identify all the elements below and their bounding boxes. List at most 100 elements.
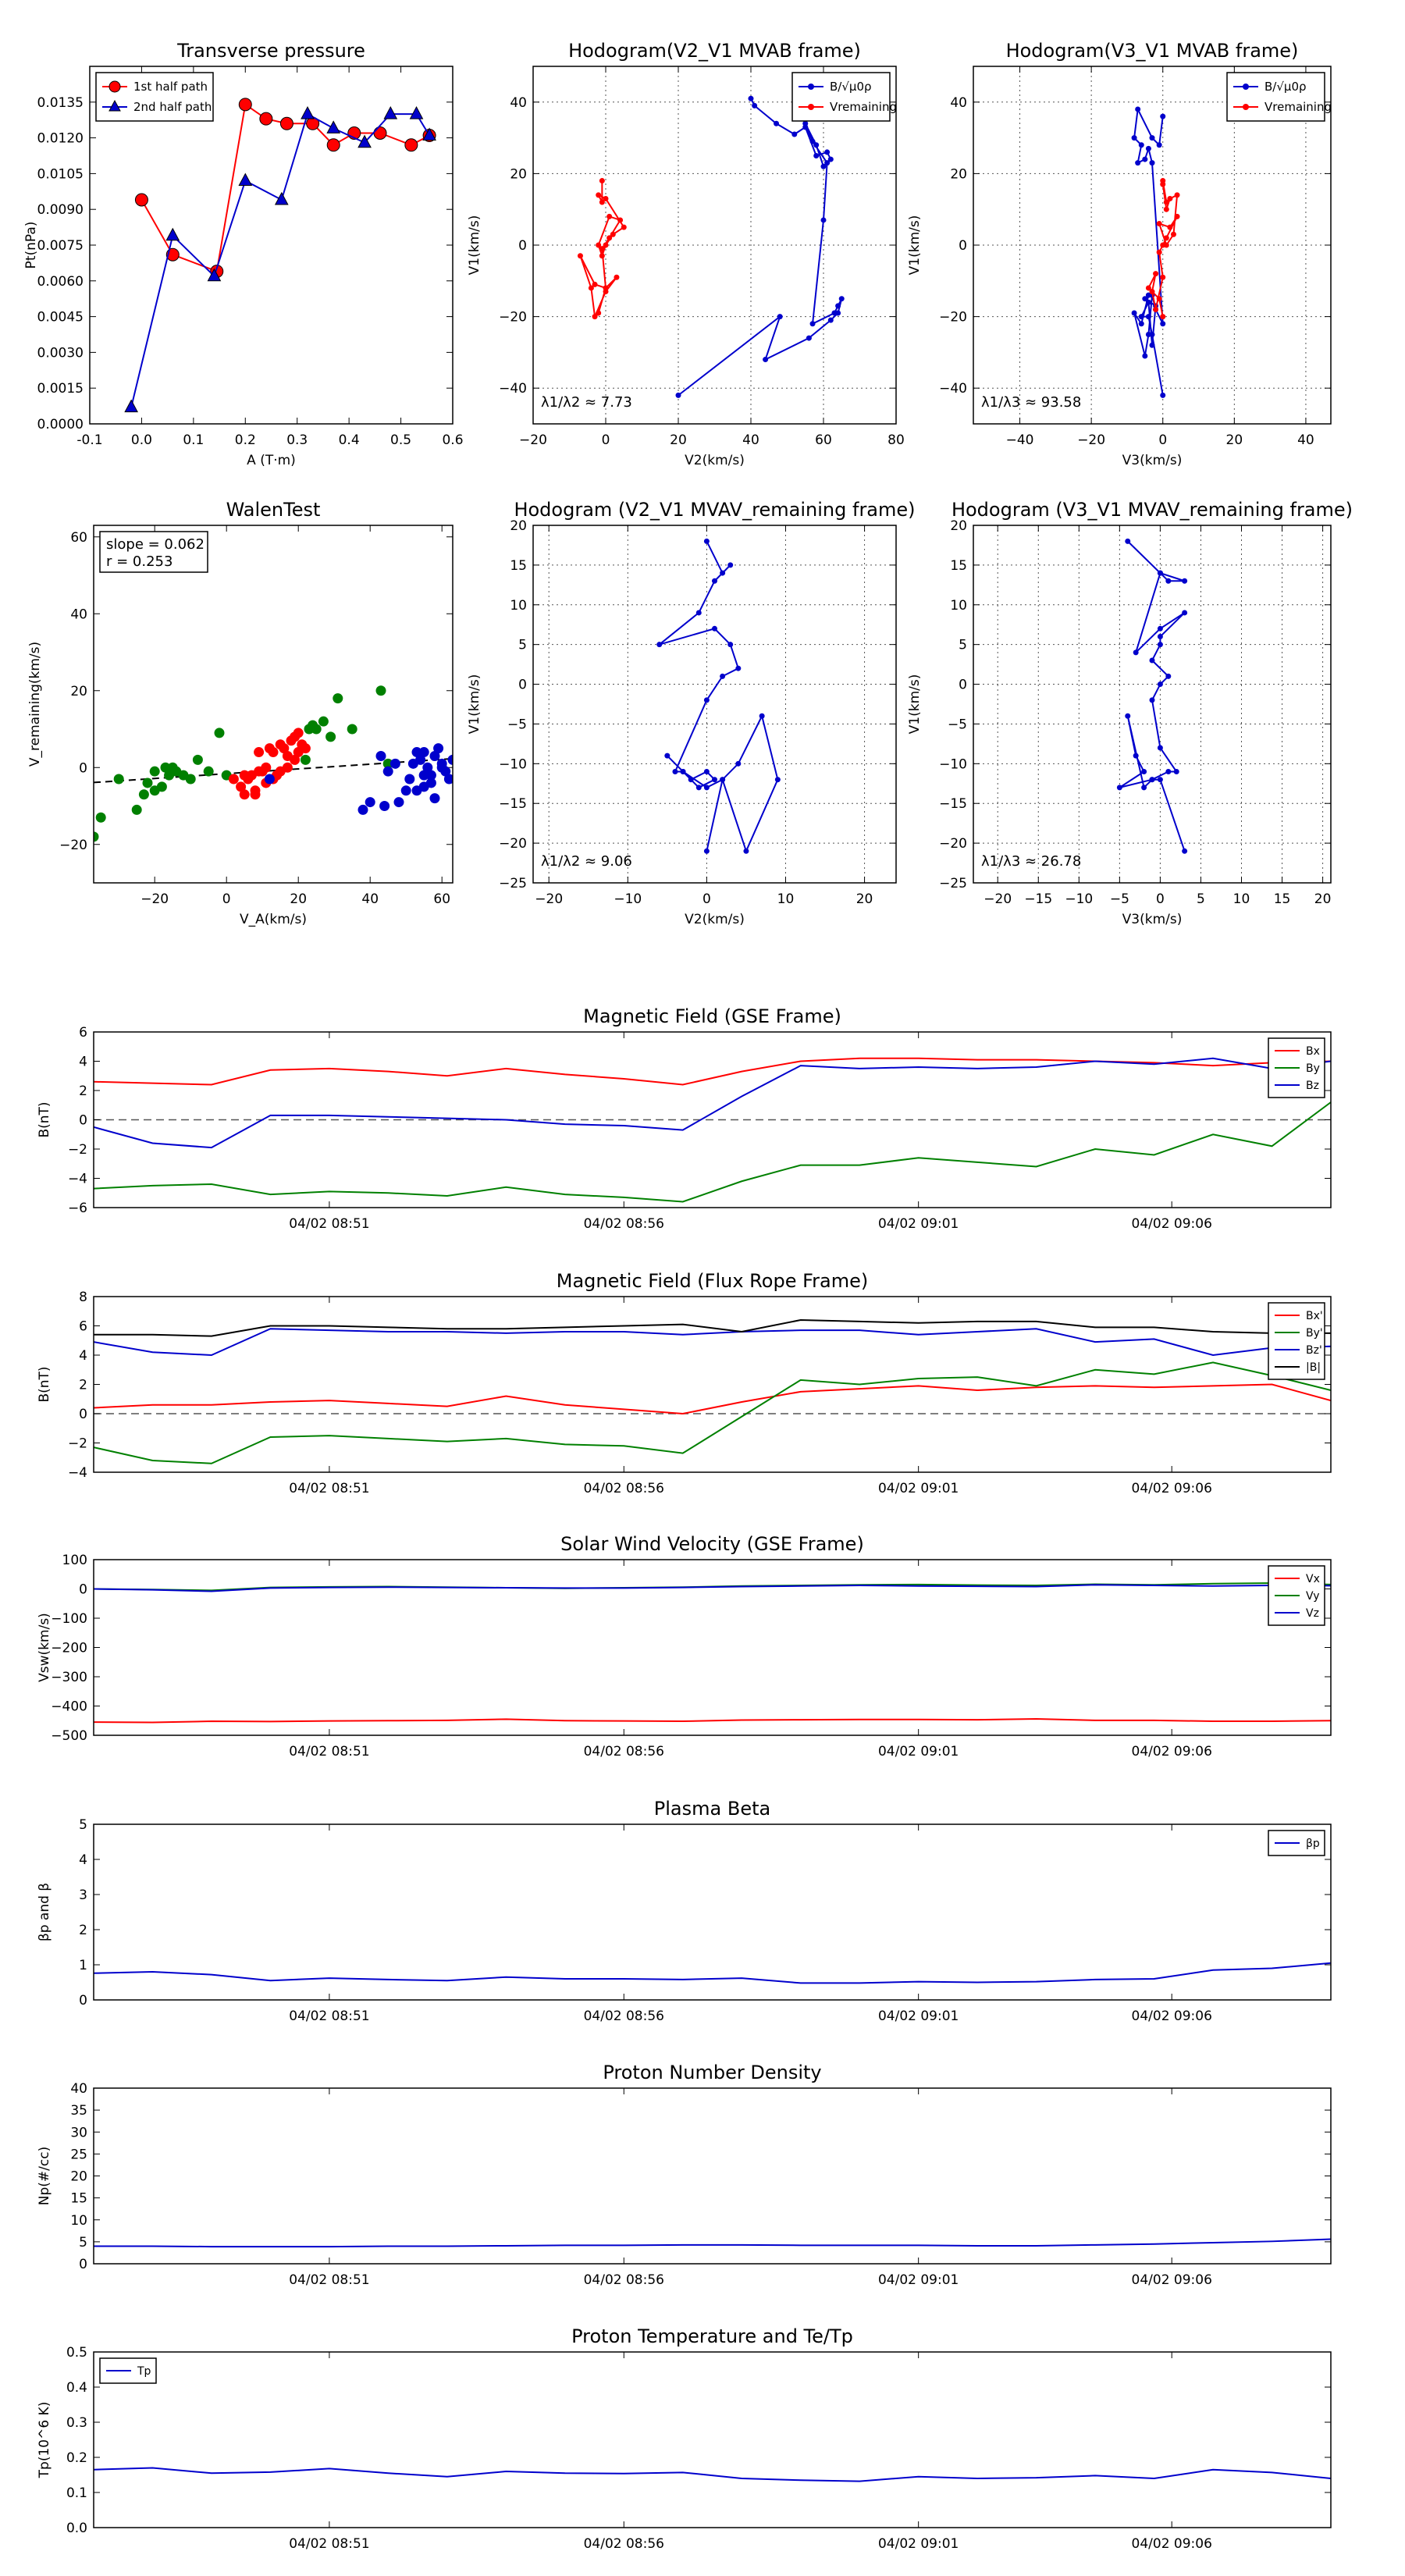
data-point <box>1167 195 1173 201</box>
data-point <box>1142 156 1148 162</box>
data-point <box>703 538 710 544</box>
data-point <box>1174 192 1180 198</box>
x-tick-label: 20 <box>1314 891 1332 907</box>
y-tick-label: 100 <box>62 1553 87 1568</box>
legend-marker <box>808 84 814 90</box>
y-tick-label: 30 <box>70 2125 87 2140</box>
data-point <box>1138 142 1144 148</box>
x-tick-label: −5 <box>1110 891 1129 907</box>
chart-ts5: Proton Number Density 04/02 08:51 04/02 08… <box>37 2062 1332 2288</box>
y-tick-label: −300 <box>51 1670 87 1685</box>
series-line-0 <box>1119 540 1186 852</box>
x-tick-label: −20 <box>535 891 563 907</box>
y-tick-label: 0.4 <box>66 2380 87 2396</box>
data-point <box>347 724 357 735</box>
data-point <box>1163 199 1169 205</box>
y-tick-label: −20 <box>939 836 967 852</box>
legend-marker <box>808 104 814 110</box>
y-tick-label: 20 <box>510 518 527 534</box>
data-point <box>375 750 386 761</box>
data-point <box>720 673 726 679</box>
x-tick-label: 10 <box>777 891 795 907</box>
y-tick-label: 1 <box>79 1958 87 1973</box>
data-point <box>192 754 203 765</box>
data-point <box>254 747 265 758</box>
x-tick-label: 04/02 08:56 <box>584 1744 664 1759</box>
data-point <box>418 781 429 792</box>
x-tick-label: −10 <box>1065 891 1093 907</box>
data-point <box>1145 332 1151 337</box>
series-line-0 <box>94 1962 1331 1984</box>
data-point <box>1157 570 1163 576</box>
data-point <box>599 253 605 259</box>
y-tick-label: 25 <box>70 2147 87 2162</box>
data-point <box>703 848 710 854</box>
data-point <box>131 804 142 815</box>
data-point <box>1165 578 1172 584</box>
legend-label: Vremaining <box>830 100 897 114</box>
chart-h3: Hodogram (V2_V1 MVAV_remaining frame) −20… <box>467 499 916 927</box>
x-tick-label: 04/02 08:56 <box>584 2272 664 2288</box>
data-point <box>596 192 602 198</box>
data-point <box>156 781 167 792</box>
y-tick-label: 0 <box>79 1993 87 2008</box>
data-point <box>411 747 422 758</box>
data-point <box>95 812 106 823</box>
chart-plot-area <box>94 1318 1331 1464</box>
legend-label: |B| <box>1306 1361 1321 1374</box>
y-tick-label: 40 <box>70 2081 87 2097</box>
y-tick-label: −500 <box>51 1728 87 1744</box>
data-point <box>596 242 602 248</box>
y-tick-label: 15 <box>70 2191 87 2207</box>
data-point <box>250 789 261 800</box>
y-tick-label: −6 <box>68 1201 87 1216</box>
data-point <box>1149 657 1155 664</box>
y-tick-label: −5 <box>507 717 527 732</box>
x-tick-label: 04/02 08:51 <box>289 1744 369 1759</box>
x-tick-label: 04/02 09:01 <box>878 1481 959 1496</box>
x-tick-label: 40 <box>361 891 379 907</box>
plot-frame <box>93 1296 1332 1473</box>
data-point <box>827 317 834 323</box>
x-tick-label: 04/02 08:51 <box>289 1481 369 1496</box>
chart-plot-area <box>94 685 453 842</box>
y-tick-label: 0.0 <box>66 2521 87 2536</box>
data-point <box>1160 392 1166 398</box>
data-point <box>1138 314 1144 320</box>
legend-box <box>791 72 891 122</box>
data-point <box>1125 713 1131 719</box>
y-tick-label: 60 <box>70 530 87 546</box>
data-point <box>259 112 273 126</box>
data-point <box>301 106 315 119</box>
y-tick-label: 0.0120 <box>37 131 84 147</box>
data-point <box>1141 769 1147 775</box>
data-point <box>1149 777 1155 783</box>
data-point <box>238 173 253 187</box>
data-point <box>820 217 827 223</box>
data-point <box>304 724 315 735</box>
x-tick-label: 04/02 09:06 <box>1132 2272 1212 2288</box>
plot-frame <box>93 1823 1332 2001</box>
data-point <box>214 728 225 738</box>
y-tick-label: −10 <box>939 756 967 772</box>
y-tick-label: 5 <box>79 2235 87 2250</box>
legend-label: Bx <box>1306 1045 1320 1058</box>
legend-label: By <box>1306 1062 1320 1075</box>
y-tick-label: 0.0105 <box>37 166 84 182</box>
data-point <box>1131 135 1137 141</box>
data-point <box>1160 178 1166 184</box>
x-tick-label: 80 <box>887 432 905 448</box>
data-point <box>433 743 444 754</box>
data-point <box>1149 289 1155 295</box>
series-line-0 <box>94 2467 1331 2482</box>
x-tick-label: 0.2 <box>235 432 256 448</box>
series-line-0 <box>94 2238 1331 2248</box>
y-axis-label: βp and β <box>37 1883 52 1941</box>
y-tick-label: 20 <box>70 684 87 699</box>
x-tick-label: 20 <box>1226 432 1243 448</box>
plot-frame <box>93 525 454 884</box>
y-tick-label: 0.2 <box>66 2450 87 2466</box>
data-point <box>712 625 717 632</box>
x-axis-label: A (T·m) <box>247 453 296 468</box>
data-point <box>1170 231 1176 237</box>
